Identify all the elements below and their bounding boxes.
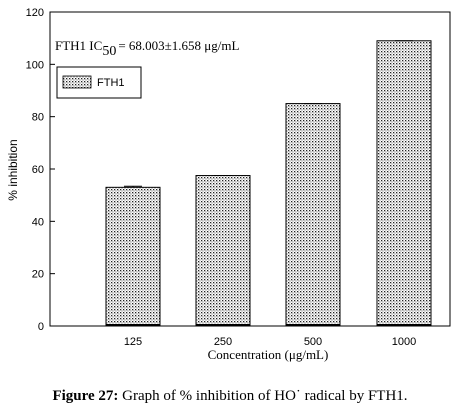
y-tick-label: 40	[32, 216, 44, 228]
x-tick-label: 500	[304, 336, 322, 348]
legend: FTH1	[56, 66, 142, 99]
caption-text: Graph of % inhibition of HO˙ radical by …	[118, 388, 408, 404]
y-tick-label: 100	[26, 59, 44, 71]
bar-chart-svg: 0 20 40 60 80 100 120 125 250 500 1000 % inhibiti…	[6, 7, 451, 362]
bar-125	[105, 186, 161, 327]
ic50-prefix: FTH1 IC	[55, 38, 102, 53]
y-axis-label: % inhibition	[6, 139, 20, 200]
bar-1000	[376, 40, 432, 327]
x-tick-label: 125	[124, 336, 142, 348]
x-tick-label: 1000	[392, 336, 416, 348]
legend-swatch	[62, 75, 92, 89]
ic50-value: = 68.003±1.658 μg/mL	[118, 38, 239, 53]
ic50-annotation: FTH1 IC50 = 68.003±1.658 μg/mL	[55, 38, 239, 59]
y-tick-label: 60	[32, 164, 44, 176]
y-tick-label: 0	[38, 321, 44, 333]
x-tick-label: 250	[214, 336, 232, 348]
ic50-subscript: 50	[102, 44, 116, 59]
caption-label: Figure 27:	[52, 388, 119, 404]
y-tick-label: 120	[26, 7, 44, 19]
bar-250	[195, 175, 251, 327]
svg-text:FTH1 IC50= 68.003±1.658 μg/mL: FTH1 IC50 = 68.003±1.658 μg/mL	[55, 38, 239, 59]
legend-label: FTH1	[97, 77, 125, 89]
y-tick-label: 80	[32, 112, 44, 124]
y-tick-label: 20	[32, 269, 44, 281]
x-axis-label: Concentration (μg/mL)	[208, 347, 329, 362]
bar-500	[285, 103, 341, 327]
figure-caption: Figure 27: Graph of % inhibition of HO˙ …	[0, 388, 460, 405]
